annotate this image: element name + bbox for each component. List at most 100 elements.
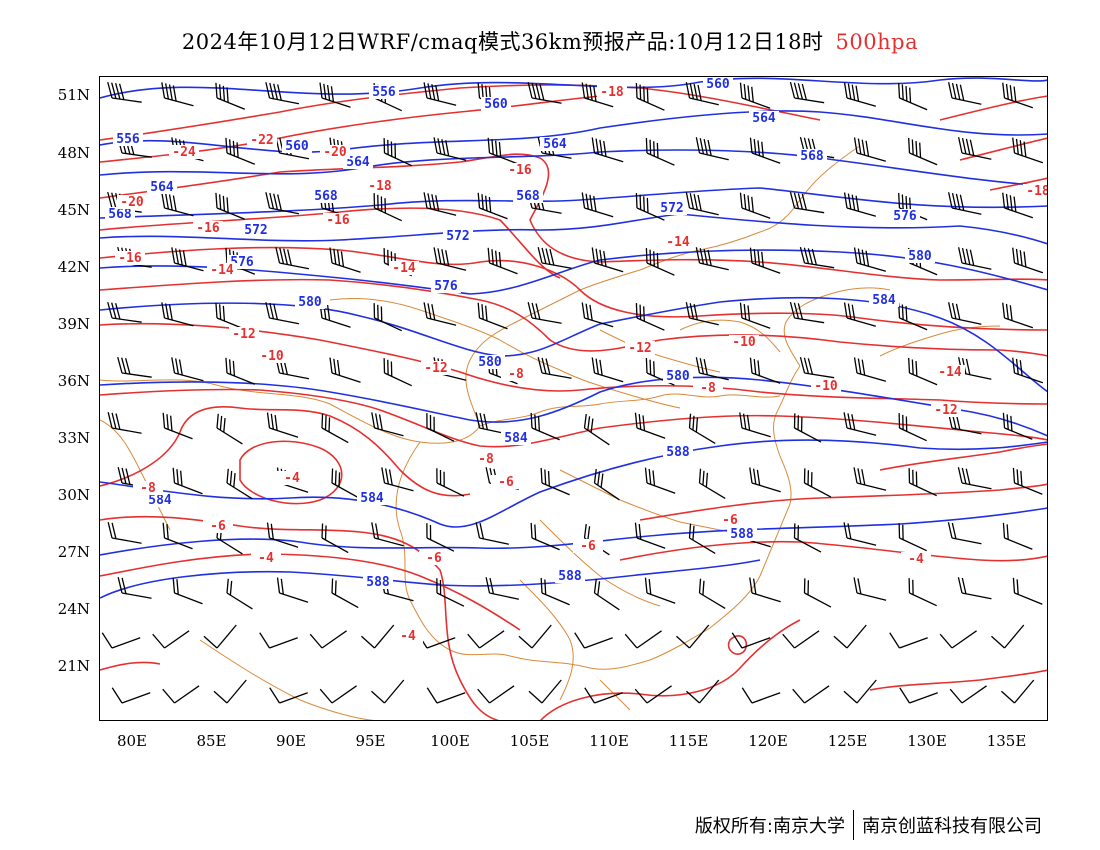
wind-barb — [843, 82, 877, 107]
temp-contour-6 — [100, 322, 1048, 405]
wind-barb — [477, 192, 508, 220]
border-10 — [559, 369, 681, 409]
temp-contour-16 — [727, 635, 748, 655]
temp-contour-5 — [100, 278, 1048, 357]
wind-barb — [172, 577, 203, 605]
wind-barb — [467, 630, 505, 649]
wind-barb — [591, 357, 624, 383]
wind-barb — [898, 302, 928, 331]
wind-barb — [518, 624, 552, 649]
wind-barb — [162, 412, 193, 440]
lat-label-7: 30N — [57, 486, 90, 504]
lat-label-0: 51N — [57, 86, 90, 104]
wind-barb — [1002, 412, 1033, 440]
lon-label-7: 115E — [668, 732, 709, 750]
wind-barb — [477, 302, 508, 330]
wind-barb — [947, 302, 982, 325]
wind-barb — [591, 137, 624, 163]
wind-barb — [749, 467, 781, 493]
wind-barb — [792, 685, 830, 704]
lon-label-8: 120E — [748, 732, 788, 750]
temp-contour-2 — [100, 153, 1048, 281]
lon-label-4: 100E — [430, 732, 470, 750]
wind-barb — [1012, 467, 1043, 495]
wind-barb — [591, 247, 624, 273]
map-title: 2024年10月12日WRF/cmaq模式36km预报产品:10月12日18时 5… — [0, 26, 1100, 56]
wind-barb — [107, 522, 142, 544]
temp-label-12: -14 — [210, 263, 234, 278]
temp-label-27: -6 — [210, 519, 226, 534]
temp-label-17: -12 — [424, 361, 447, 376]
wind-barb — [475, 522, 509, 545]
wind-barb — [107, 81, 142, 103]
wind-barb — [749, 137, 781, 164]
temp-contour-21 — [989, 177, 1048, 191]
wind-barb — [1002, 522, 1033, 550]
temp-contour-8 — [100, 406, 471, 497]
wind-barb — [853, 247, 887, 272]
wind-barb — [161, 82, 194, 107]
wind-barb — [957, 247, 992, 270]
wind-barb — [1002, 82, 1034, 109]
wind-barb — [581, 302, 614, 328]
temp-label-9: -16 — [118, 251, 142, 266]
temp-label-26: -6 — [498, 475, 514, 490]
temp-contour-17 — [869, 669, 1048, 691]
wind-barb — [111, 687, 151, 704]
wind-barb — [853, 577, 887, 601]
wind-barb — [537, 357, 572, 379]
lat-label-8: 27N — [57, 543, 90, 561]
border-7 — [639, 199, 801, 271]
wind-barb — [383, 358, 412, 387]
wind-barb — [321, 523, 349, 554]
height-label-27: 588 — [666, 445, 690, 460]
temp-label-5: -18 — [368, 179, 392, 194]
wind-barb — [843, 302, 877, 327]
wind-barb — [908, 578, 937, 607]
height-label-15: 572 — [660, 201, 683, 216]
wind-barb — [695, 137, 729, 161]
border-17 — [199, 639, 381, 721]
wind-barb — [203, 624, 237, 649]
lon-label-1: 85E — [196, 732, 227, 750]
wind-barb — [426, 413, 455, 442]
height-label-20: 580 — [298, 295, 322, 310]
wind-barb — [381, 467, 414, 492]
border-9 — [329, 298, 561, 371]
wind-barb — [695, 247, 729, 271]
temp-contour-0 — [100, 84, 821, 141]
wind-barb — [226, 468, 253, 500]
wind-barb — [635, 193, 665, 221]
border-5 — [783, 287, 891, 367]
height-label-2: 560 — [285, 139, 309, 154]
temp-contour-11 — [100, 553, 521, 631]
wind-barb — [373, 193, 402, 222]
lon-label-11: 135E — [986, 732, 1027, 750]
border-11 — [559, 469, 741, 535]
wind-barb — [1002, 192, 1034, 219]
temp-contour-19 — [939, 95, 1048, 121]
wind-barb — [216, 413, 243, 445]
wind-barb — [171, 247, 204, 272]
temp-contour-7 — [100, 388, 1048, 448]
temp-label-14: -14 — [666, 235, 690, 250]
wind-barb — [276, 577, 309, 603]
border-13 — [679, 319, 781, 353]
wind-barb — [527, 82, 562, 104]
wind-barb — [477, 685, 515, 704]
wind-barb — [265, 192, 300, 215]
height-label-25: 584 — [360, 491, 384, 506]
temp-label-18: -12 — [628, 341, 651, 356]
height-label-26: 584 — [504, 431, 528, 446]
temp-label-11: -14 — [938, 365, 962, 380]
wind-barb — [593, 578, 620, 611]
wind-barb — [215, 192, 246, 220]
temp-label-34: -4 — [400, 629, 416, 644]
wind-barb — [321, 413, 349, 444]
wind-barb — [898, 413, 927, 442]
wind-barb — [117, 356, 152, 378]
wind-barb — [957, 577, 992, 600]
wind-barb — [908, 137, 938, 166]
temp-contour-13 — [619, 540, 1048, 562]
wind-barb — [698, 468, 726, 500]
